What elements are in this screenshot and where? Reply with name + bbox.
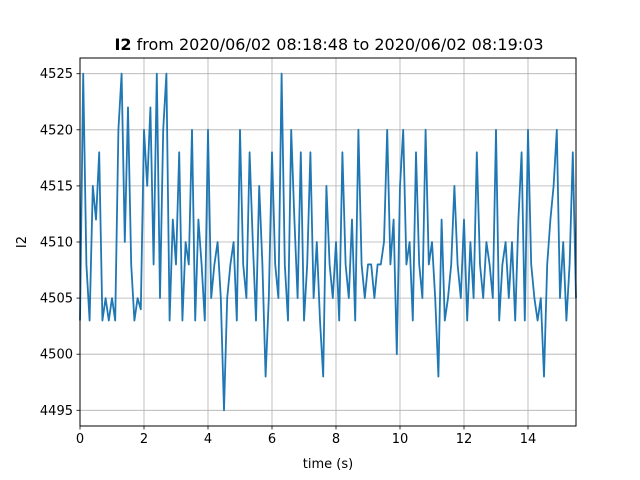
y-tick-label: 4525 <box>40 67 73 82</box>
x-tick-label: 12 <box>456 432 473 447</box>
y-tick-label: 4495 <box>40 404 73 419</box>
x-tick-label: 10 <box>392 432 409 447</box>
y-tick-label: 4505 <box>40 292 73 307</box>
x-axis-ticks: 0 2 4 6 8 10 12 14 <box>76 426 536 447</box>
series-line-0 <box>79 72 577 412</box>
x-tick-label: 0 <box>76 432 84 447</box>
y-tick-label: 4510 <box>40 236 73 251</box>
chart-title-rest: from 2020/06/02 08:18:48 to 2020/06/02 0… <box>132 35 544 54</box>
x-tick-label: 4 <box>204 432 212 447</box>
y-tick-label: 4520 <box>40 123 73 138</box>
x-tick-label: 2 <box>140 432 148 447</box>
chart-title: I2 from 2020/06/02 08:18:48 to 2020/06/0… <box>114 35 543 54</box>
y-tick-label: 4500 <box>40 348 73 363</box>
chart-title-bold: I2 <box>114 35 131 54</box>
y-tick-label: 4515 <box>40 179 73 194</box>
x-tick-label: 6 <box>268 432 276 447</box>
x-axis-label: time (s) <box>303 457 353 472</box>
data-series <box>79 72 577 412</box>
y-axis-ticks: 4495 4500 4505 4510 4515 4520 4525 <box>40 67 80 419</box>
x-tick-label: 14 <box>520 432 537 447</box>
y-axis-label: I2 <box>15 236 30 248</box>
x-tick-label: 8 <box>332 432 340 447</box>
